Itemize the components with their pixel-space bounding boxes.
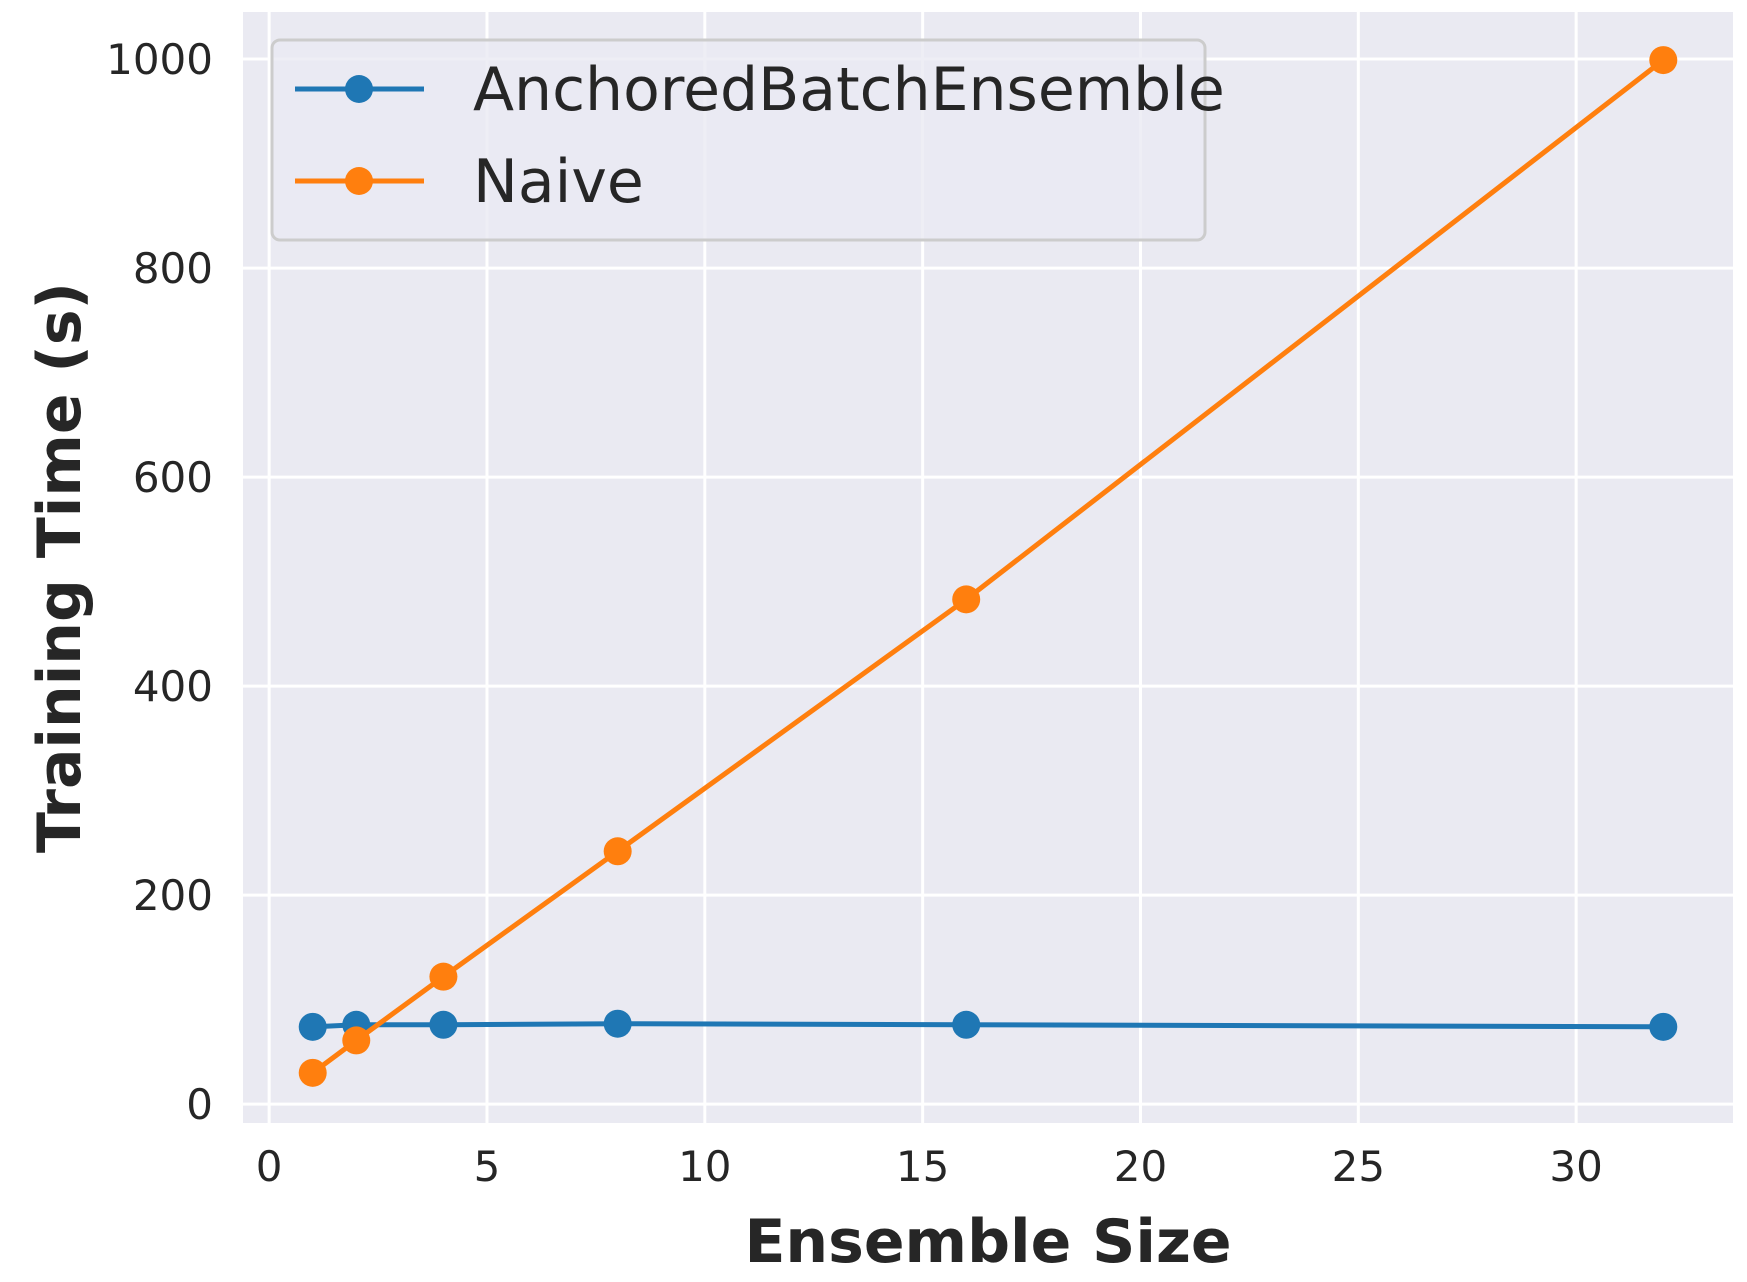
data-point <box>429 962 458 991</box>
data-point <box>603 837 632 866</box>
y-tick-label: 0 <box>186 1080 213 1129</box>
x-tick-label: 0 <box>256 1142 283 1191</box>
x-tick-label: 15 <box>896 1142 949 1191</box>
data-point <box>1649 46 1678 75</box>
x-axis-ticks: 0 5 10 15 20 25 30 <box>256 1142 1603 1191</box>
y-tick-label: 200 <box>133 871 213 920</box>
legend-label: Naive <box>473 147 644 217</box>
data-point <box>1649 1012 1678 1041</box>
legend-frame <box>270 38 1207 242</box>
legend-label: AnchoredBatchEnsemble <box>473 55 1225 125</box>
x-tick-label: 20 <box>1114 1142 1167 1191</box>
y-axis-ticks: 0 200 400 600 800 1000 <box>106 35 213 1129</box>
y-tick-label: 800 <box>133 244 213 293</box>
y-axis-label: Training Time (s) <box>25 282 95 853</box>
legend-item: Naive <box>295 147 644 217</box>
x-tick-label: 30 <box>1549 1142 1602 1191</box>
data-point <box>342 1026 371 1055</box>
data-point <box>298 1012 327 1041</box>
legend-item: AnchoredBatchEnsemble <box>295 55 1225 125</box>
series-naive <box>298 46 1678 1087</box>
legend-marker-swatch <box>345 75 373 103</box>
y-tick-label: 1000 <box>106 35 213 84</box>
y-tick-label: 400 <box>133 662 213 711</box>
data-point <box>298 1058 327 1087</box>
legend: AnchoredBatchEnsemble Naive <box>270 38 1225 242</box>
data-point <box>952 1010 981 1039</box>
legend-marker-swatch <box>345 167 373 195</box>
x-tick-label: 10 <box>678 1142 731 1191</box>
data-point <box>952 585 981 614</box>
data-point <box>429 1010 458 1039</box>
x-tick-label: 25 <box>1332 1142 1385 1191</box>
series-line <box>312 1021 1664 1030</box>
data-point <box>603 1009 632 1038</box>
y-tick-label: 600 <box>133 453 213 502</box>
x-tick-label: 5 <box>474 1142 501 1191</box>
x-axis-label: Ensemble Size <box>744 1207 1231 1277</box>
series-layer <box>298 46 1678 1087</box>
series-anchoredbatchensemble <box>298 1009 1678 1041</box>
